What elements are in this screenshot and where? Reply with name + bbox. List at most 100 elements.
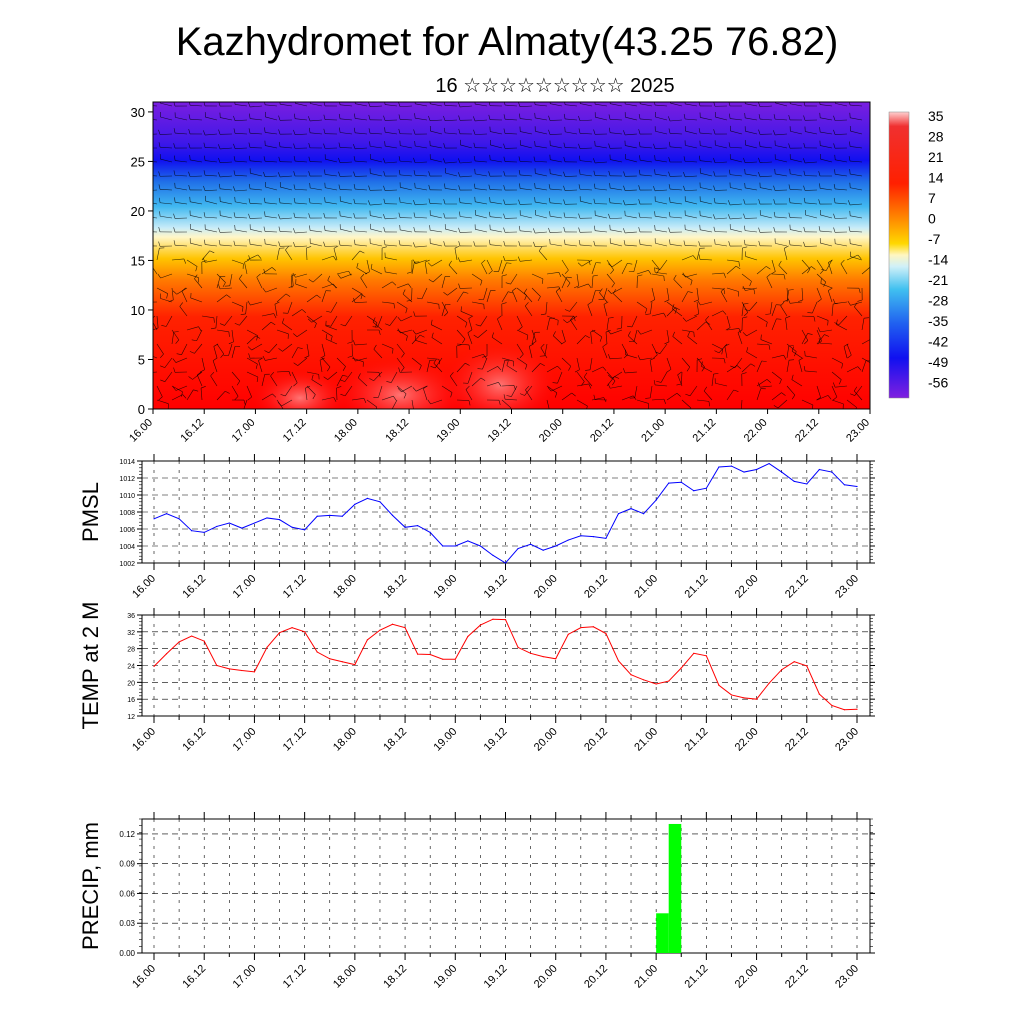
wind-barb-flag: [683, 171, 686, 177]
wind-barb-flag: [773, 185, 776, 191]
wind-barb-flag: [758, 240, 761, 246]
wind-barb: [276, 248, 280, 261]
wind-barb: [590, 332, 593, 345]
wind-barb: [836, 324, 848, 331]
wind-barb: [730, 187, 743, 191]
wind-barb: [711, 343, 723, 350]
wind-barb-flag: [758, 227, 761, 233]
wind-barb-flag: [424, 259, 430, 263]
heatmap-x-tick-label: 19.12: [486, 417, 514, 445]
wind-barb: [681, 255, 694, 261]
wind-barb: [854, 385, 863, 396]
wind-barb-flag: [828, 287, 833, 291]
wind-barb: [775, 216, 788, 219]
wind-barb-flag: [849, 141, 851, 147]
wind-barb: [576, 399, 588, 407]
wind-barb: [445, 228, 458, 233]
wind-barb-flag: [219, 323, 225, 326]
wind-barb: [546, 385, 558, 394]
wind-barb: [786, 346, 790, 359]
wind-barb: [850, 231, 863, 233]
wind-barb: [741, 399, 743, 409]
wind-barb-flag: [188, 129, 191, 135]
wind-barb-flag: [807, 333, 813, 335]
data-point: [555, 658, 557, 660]
wind-barb-flag: [733, 389, 739, 392]
wind-barb: [220, 175, 233, 178]
data-point: [755, 698, 758, 700]
wind-barb-flag: [444, 183, 446, 189]
wind-barb: [557, 371, 563, 384]
wind-barb-flag: [579, 169, 581, 175]
x-tick-label: 18.12: [381, 963, 409, 991]
wind-barb-flag: [749, 281, 752, 287]
wind-barb-flag: [503, 256, 506, 261]
wind-barb-flag: [174, 197, 176, 203]
wind-barb: [726, 265, 737, 275]
wind-barb: [595, 145, 608, 149]
wind-barb-flag: [143, 368, 145, 373]
wind-barb: [756, 388, 762, 401]
wind-barb: [400, 105, 413, 107]
wind-barb-flag: [588, 283, 592, 289]
wind-barb-flag: [323, 102, 326, 106]
wind-barb: [820, 214, 833, 219]
wind-barb: [621, 343, 628, 355]
heatmap-x-tick-label: 20.12: [588, 417, 616, 445]
wind-barb-flag: [248, 155, 251, 161]
wind-barb-flag: [372, 317, 376, 323]
wind-barb-flag: [218, 183, 221, 189]
wind-barb: [415, 103, 428, 107]
wind-barb: [775, 243, 788, 247]
data-point: [630, 508, 632, 510]
wind-barb-flag: [414, 141, 416, 147]
wind-barb-flag: [218, 157, 221, 163]
wind-barb: [655, 384, 668, 387]
wind-barb: [681, 291, 689, 303]
wind-barb-flag: [803, 365, 806, 371]
wind-barb: [655, 173, 668, 177]
wind-barb: [681, 329, 694, 333]
wind-barb: [549, 133, 563, 135]
wind-barb: [190, 215, 203, 219]
wind-barb-flag: [503, 394, 506, 400]
wind-barb-flag: [323, 212, 326, 218]
wind-barb-flag: [723, 289, 726, 295]
wind-barb-flag: [195, 266, 198, 272]
wind-barb: [651, 312, 664, 317]
wind-barb-flag: [637, 355, 641, 360]
heatmap-x-tick-label: 21.12: [691, 417, 719, 445]
wind-barb-flag: [768, 344, 771, 350]
wind-barb-flag: [307, 318, 312, 323]
wind-barb: [243, 399, 248, 409]
wind-barb-flag: [256, 273, 261, 278]
wind-barb: [610, 132, 623, 135]
wind-barb-flag: [663, 312, 667, 318]
colorbar-label: 7: [928, 190, 936, 206]
data-point: [504, 619, 507, 621]
wind-barb: [756, 315, 768, 323]
wind-barb-flag: [443, 241, 446, 247]
wind-barb: [579, 147, 593, 149]
heatmap-y-tick-label: 15: [131, 253, 145, 268]
wind-barb-flag: [458, 128, 461, 134]
wind-barb: [321, 343, 326, 356]
wind-barb-flag: [458, 283, 461, 289]
wind-barb: [205, 216, 218, 219]
wind-barb-flag: [713, 171, 716, 177]
wind-barb: [306, 248, 308, 261]
wind-barb-flag: [353, 127, 356, 133]
wind-barb: [565, 217, 578, 219]
wind-barb-flag: [587, 301, 592, 306]
wind-barb-flag: [360, 273, 365, 279]
wind-barb: [801, 315, 814, 318]
wind-barb-flag: [655, 267, 661, 270]
wind-barb: [164, 371, 173, 382]
wind-barb-flag: [339, 127, 341, 133]
wind-barb-flag: [263, 226, 266, 232]
wind-barb: [595, 161, 608, 164]
wind-barb-flag: [474, 183, 476, 189]
wind-barb: [550, 202, 563, 205]
